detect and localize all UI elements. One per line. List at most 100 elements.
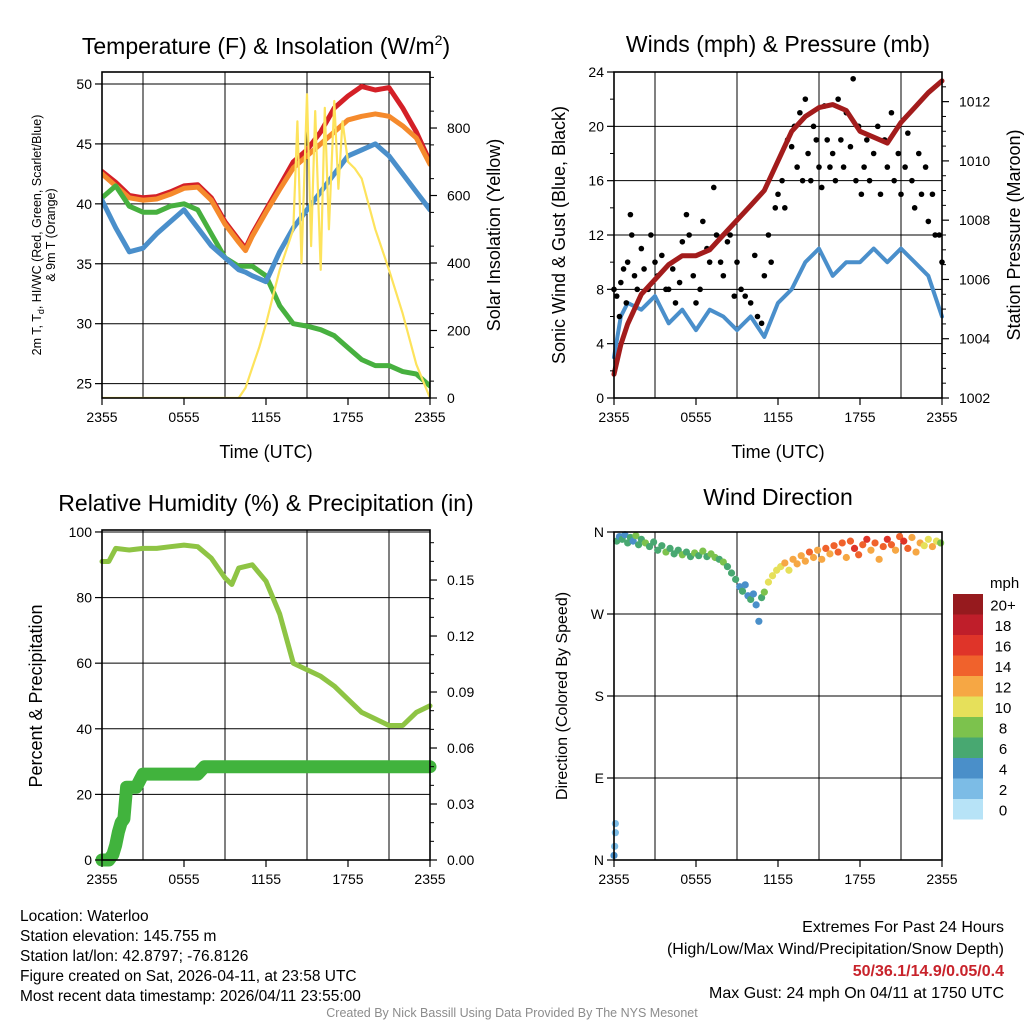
pressure-ylabel: Station Pressure (Maroon) <box>1004 129 1024 340</box>
plot-area <box>610 531 945 860</box>
colorbar-swatch <box>953 676 983 697</box>
gust-point <box>802 96 809 102</box>
gust-point <box>724 238 731 245</box>
wind-direction-point <box>846 537 855 545</box>
wind-direction-point <box>635 541 643 549</box>
gust-point <box>850 75 856 82</box>
y-right-tick-label: 1006 <box>959 271 990 287</box>
wind-direction-point <box>629 537 637 545</box>
x-tick-label: 2355 <box>414 409 445 425</box>
wind-direction-point <box>760 588 768 596</box>
wind-direction-point <box>738 587 747 595</box>
wind-direction-point <box>699 547 707 555</box>
x-tick-label: 1155 <box>763 871 793 887</box>
y-tick-label: 4 <box>596 336 604 352</box>
x-tick-label: 2355 <box>414 871 445 887</box>
gust-point <box>918 191 925 198</box>
y-tick-label: 40 <box>76 196 92 212</box>
wind-direction-point <box>937 539 945 547</box>
colorbar-label: 10 <box>995 700 1012 717</box>
gust-point <box>905 130 911 136</box>
wind-direction-point <box>755 617 763 625</box>
y-tick-label: 16 <box>588 173 604 189</box>
x-tick-label: 2355 <box>926 871 957 887</box>
winds-xlabel: Time (UTC) <box>731 442 824 462</box>
gust-point <box>805 150 811 157</box>
y-right-tick-label: 0.00 <box>447 852 474 868</box>
colorbar-label: 0 <box>999 802 1007 819</box>
gust-point <box>782 205 788 211</box>
winds-panel: Winds (mph) & Pressure (mb) Time (UTC) S… <box>549 31 1024 462</box>
colorbar-swatch <box>953 717 983 738</box>
y-right-tick-label: 0.03 <box>447 796 474 812</box>
gust-point <box>888 109 895 116</box>
series-dewpoint-line <box>102 183 430 389</box>
wind-direction-point <box>805 548 814 556</box>
gust-point <box>861 164 867 170</box>
wind-direction-point <box>741 581 749 589</box>
wind-direction-point <box>666 544 674 553</box>
gust-point <box>631 272 638 279</box>
x-tick-label: 1755 <box>332 409 363 425</box>
gust-point <box>925 218 932 225</box>
gust-point <box>891 177 897 184</box>
y-tick-label: 100 <box>69 524 93 540</box>
gust-point <box>902 164 908 170</box>
gust-point <box>731 293 738 299</box>
gust-point <box>693 300 699 306</box>
station-info: Location: Waterloo Station elevation: 14… <box>20 907 361 1007</box>
gust-point <box>683 211 690 218</box>
humidity-title: Relative Humidity (%) & Precipitation (i… <box>58 490 473 516</box>
y-tick-label: 12 <box>588 227 604 243</box>
y-right-tick-label: 0.12 <box>447 628 474 644</box>
x-tick-label: 2355 <box>86 871 117 887</box>
extremes-subtitle: (High/Low/Max Wind/Precipitation/Snow De… <box>666 941 1004 958</box>
y-tick-label: 80 <box>76 590 92 606</box>
gust-point <box>799 177 806 184</box>
y-right-tick-label: 200 <box>447 323 471 339</box>
wind-direction-point <box>850 544 859 553</box>
wind-direction-point <box>875 555 883 563</box>
colorbar-label: 6 <box>999 741 1007 758</box>
y-tick-label: 24 <box>588 64 604 80</box>
gust-point <box>628 232 635 238</box>
gust-point <box>717 259 724 265</box>
gust-point <box>816 164 822 170</box>
y-tick-label: 20 <box>588 118 604 134</box>
gust-point <box>738 286 744 293</box>
wind-direction-point <box>908 533 916 542</box>
wind-direction-point <box>900 537 908 545</box>
y-right-tick-label: 0.09 <box>447 684 474 700</box>
y-right-tick-label: 1012 <box>959 94 990 110</box>
x-tick-label: 1755 <box>332 871 363 887</box>
recent-data-text: Most recent data timestamp: 2026/04/11 2… <box>20 988 361 1005</box>
wind-direction-point <box>624 539 632 547</box>
gust-point <box>909 177 915 184</box>
x-tick-label: 1155 <box>251 409 281 425</box>
y-tick-label: 45 <box>76 136 92 152</box>
gust-point <box>797 109 803 116</box>
y-right-tick-label: 1010 <box>959 153 990 169</box>
gust-point <box>840 164 847 170</box>
wind-direction-point <box>871 539 879 547</box>
gust-point <box>659 252 665 259</box>
gust-point <box>613 293 620 299</box>
gust-point <box>936 232 943 238</box>
x-tick-label: 1155 <box>763 409 793 425</box>
gust-point <box>679 238 686 245</box>
colorbar-swatch <box>953 594 983 615</box>
wind-direction-point <box>834 548 842 556</box>
colorbar-swatch <box>953 758 983 779</box>
x-tick-label: 1155 <box>251 871 281 887</box>
relative-humidity-line <box>99 542 433 728</box>
gust-point <box>898 191 904 198</box>
colorbar-swatch <box>953 737 983 758</box>
winds-title: Winds (mph) & Pressure (mb) <box>626 31 930 57</box>
gust-point <box>761 272 768 279</box>
gust-point <box>824 137 830 143</box>
wind-direction-point <box>723 563 732 571</box>
y-tick-label: 0 <box>596 390 604 406</box>
wind-direction-point <box>830 542 838 550</box>
latlon-text: Station lat/lon: 42.8797; -76.8126 <box>20 948 249 965</box>
gust-point <box>665 286 672 293</box>
